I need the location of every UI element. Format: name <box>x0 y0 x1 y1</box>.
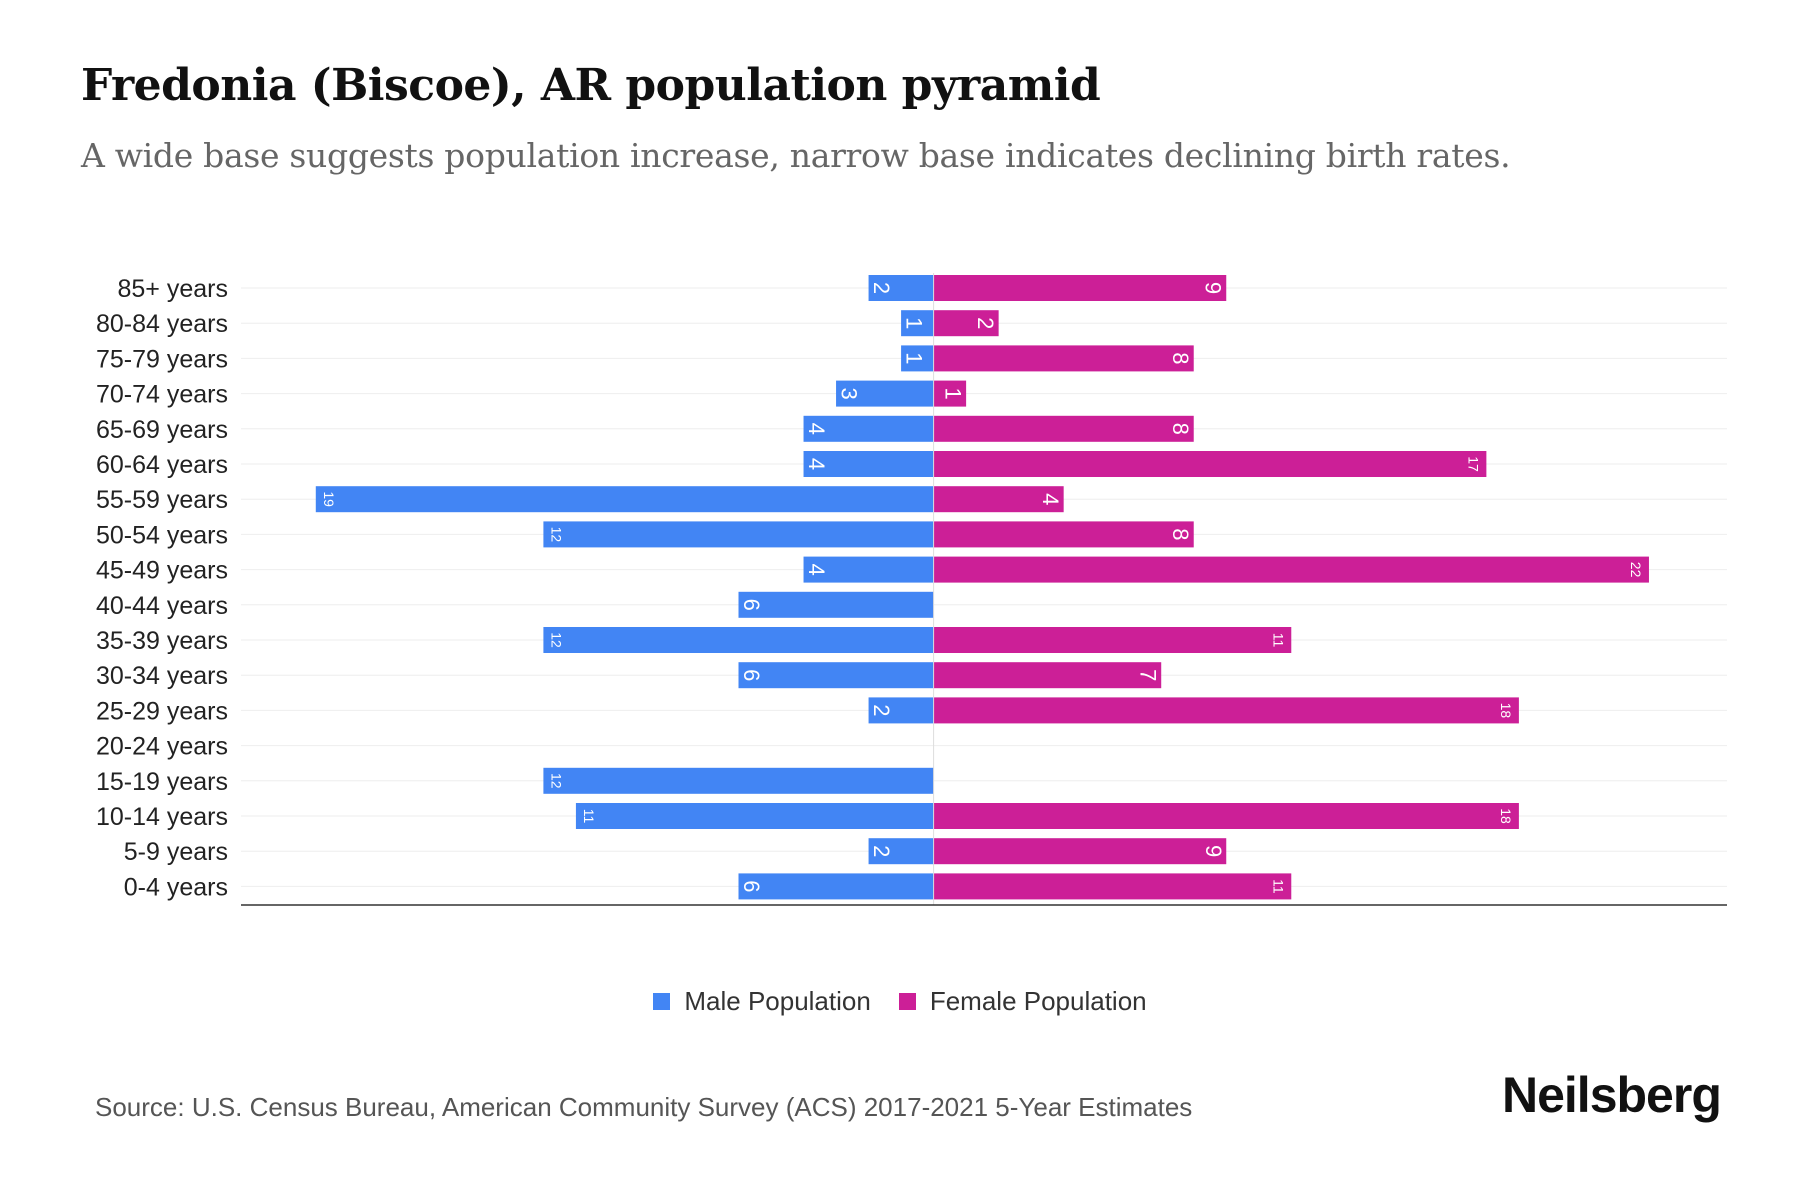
y-tick-label: 20-24 years <box>96 733 228 761</box>
y-tick-label: 65-69 years <box>96 416 228 444</box>
male-data-label: 12 <box>548 773 564 789</box>
female-bar <box>933 380 967 407</box>
male-data-label: 12 <box>548 632 564 648</box>
legend-label-male: Male Population <box>684 986 871 1016</box>
female-data-label: 8 <box>1168 423 1193 435</box>
female-bar <box>933 873 1292 900</box>
y-tick-label: 85+ years <box>118 275 229 303</box>
y-tick-label: 10-14 years <box>96 803 228 831</box>
male-bar <box>901 345 934 372</box>
female-bar <box>933 627 1292 653</box>
female-data-label: 17 <box>1465 456 1481 472</box>
y-tick-label: 60-64 years <box>96 451 228 479</box>
female-bar <box>933 275 1227 301</box>
y-tick-label: 5-9 years <box>124 838 228 866</box>
legend-swatch-female <box>898 993 916 1010</box>
chart-title: Fredonia (Biscoe), AR population pyramid <box>81 60 1101 111</box>
population-pyramid-chart: 85+ years 2 980-84 years 1 275-79 years 1 870-… <box>96 273 1727 906</box>
male-data-label: 3 <box>837 387 862 399</box>
female-data-label: 9 <box>1201 282 1226 294</box>
male-data-label: 12 <box>548 527 564 543</box>
female-data-label: 18 <box>1498 703 1514 719</box>
female-bar <box>933 451 1487 477</box>
male-data-label: 2 <box>869 282 894 294</box>
female-data-label: 9 <box>1201 845 1226 857</box>
y-tick-label: 30-34 years <box>96 662 228 690</box>
neilsberg-logo: Neilsberg <box>1502 1067 1722 1123</box>
male-data-label: 2 <box>869 845 894 857</box>
y-tick-label: 25-29 years <box>96 697 228 725</box>
female-data-label: 11 <box>1270 633 1286 648</box>
y-tick-label: 0-4 years <box>124 873 228 901</box>
source-note: Source: U.S. Census Bureau, American Com… <box>95 1092 1193 1122</box>
y-tick-label: 80-84 years <box>96 310 228 338</box>
female-bar <box>933 697 1519 724</box>
male-bar <box>901 310 934 337</box>
male-bar <box>738 873 934 900</box>
y-tick-label: 55-59 years <box>96 486 228 514</box>
male-data-label: 1 <box>902 317 927 329</box>
male-data-label: 6 <box>739 669 764 681</box>
female-bar <box>933 345 1194 372</box>
male-data-label: 19 <box>321 491 337 507</box>
male-bar <box>803 556 934 583</box>
y-tick-label: 75-79 years <box>96 345 228 373</box>
male-bar <box>803 451 934 477</box>
female-data-label: 18 <box>1498 808 1514 824</box>
female-data-label: 1 <box>941 387 966 399</box>
male-bar <box>575 803 934 829</box>
legend-label-female: Female Population <box>929 986 1147 1016</box>
male-data-label: 1 <box>902 352 927 364</box>
female-bar <box>933 415 1194 442</box>
male-data-label: 4 <box>804 563 829 575</box>
female-data-label: 7 <box>1136 669 1161 681</box>
male-bar <box>836 380 934 407</box>
legend-swatch-male <box>653 993 671 1010</box>
female-bar <box>933 310 999 337</box>
female-bar <box>933 486 1064 513</box>
legend-item-female: Female Population <box>898 986 1147 1017</box>
male-data-label: 11 <box>581 809 597 824</box>
y-tick-label: 40-44 years <box>96 592 228 620</box>
female-data-label: 2 <box>973 317 998 329</box>
legend-item-male: Male Population <box>653 986 871 1017</box>
male-bar <box>868 838 934 865</box>
y-tick-label: 45-49 years <box>96 557 228 585</box>
male-bar <box>738 662 934 689</box>
female-bar <box>933 521 1194 548</box>
female-bar <box>933 556 1649 583</box>
y-tick-label: 15-19 years <box>96 768 228 796</box>
female-bar <box>933 838 1227 865</box>
male-data-label: 4 <box>804 423 829 435</box>
female-bar <box>933 662 1162 689</box>
male-bar <box>543 767 934 794</box>
legend: Male Population Female Population <box>0 986 1800 1017</box>
male-bar <box>315 486 934 513</box>
y-tick-label: 50-54 years <box>96 521 228 549</box>
female-data-label: 8 <box>1168 352 1193 364</box>
male-bar <box>803 415 934 442</box>
male-bar <box>543 627 934 653</box>
female-data-label: 4 <box>1038 493 1063 505</box>
chart-subtitle: A wide base suggests population increase… <box>81 136 1511 175</box>
male-data-label: 2 <box>869 704 894 716</box>
female-data-label: 8 <box>1168 528 1193 540</box>
male-data-label: 6 <box>739 599 764 611</box>
female-bar <box>933 803 1519 829</box>
male-data-label: 6 <box>739 880 764 892</box>
male-bar <box>868 275 934 301</box>
male-bar <box>543 521 934 548</box>
female-data-label: 22 <box>1628 562 1644 578</box>
male-data-label: 4 <box>804 458 829 470</box>
male-bar <box>868 697 934 724</box>
y-tick-label: 70-74 years <box>96 381 228 409</box>
female-data-label: 11 <box>1270 879 1286 894</box>
male-bar <box>738 591 934 618</box>
y-tick-label: 35-39 years <box>96 627 228 655</box>
